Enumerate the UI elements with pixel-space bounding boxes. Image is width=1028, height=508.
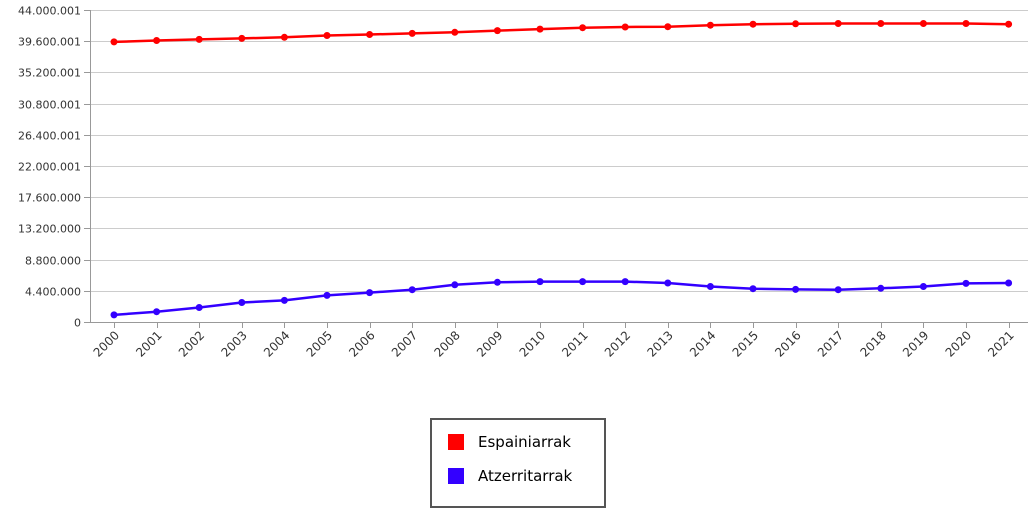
data-point (323, 291, 331, 299)
data-point (110, 311, 118, 319)
data-point (877, 20, 885, 27)
x-tick-label: 2001 (133, 328, 164, 359)
data-point (451, 281, 459, 289)
x-tick-label: 2010 (517, 328, 548, 359)
data-point (408, 286, 416, 294)
y-tick-labels: 0 4.400.000 8.800.000 13.200.000 17.600.000 2… (18, 5, 81, 330)
data-point (579, 278, 587, 286)
data-point (238, 299, 246, 306)
x-tick-label: 2003 (218, 328, 249, 359)
data-point (962, 20, 970, 27)
x-tick-label: 2002 (176, 328, 207, 359)
data-point (919, 20, 927, 27)
series-line (112, 280, 1010, 317)
x-tick-label: 2013 (644, 328, 675, 359)
y-tick-label: 26.400.001 (18, 130, 81, 143)
x-tick-label: 2007 (389, 328, 420, 359)
y-tick-label: 44.000.001 (18, 5, 81, 18)
y-tick-label: 35.200.001 (18, 67, 81, 80)
data-point (536, 278, 544, 286)
data-point (792, 285, 800, 293)
y-tick-label: 17.600.000 (18, 192, 81, 205)
y-tick-label: 4.400.000 (25, 286, 81, 299)
data-point (536, 25, 544, 33)
data-point (749, 285, 757, 293)
x-tick-labels: 2000 2001 2002 2003 2004 2005 2006 2007 2008 2009… (91, 328, 1017, 359)
data-point (579, 24, 587, 32)
data-point (493, 278, 501, 286)
x-tick-label: 2015 (730, 328, 761, 359)
series-line (112, 22, 1010, 44)
legend-swatch-red (448, 434, 464, 450)
legend-item-espainiarrak: Espainiarrak (448, 432, 571, 452)
x-tick-label: 2005 (304, 328, 335, 359)
data-point (834, 286, 842, 294)
data-point (792, 20, 800, 28)
y-tick-label: 13.200.000 (18, 223, 81, 236)
y-tick-label: 39.600.001 (18, 36, 81, 49)
y-tick-label: 30.800.001 (18, 99, 81, 112)
x-tick-label: 2011 (559, 328, 590, 359)
x-tick-label: 2006 (346, 328, 377, 359)
data-point (366, 289, 374, 297)
x-tick-label: 2000 (91, 328, 122, 359)
x-tick-label: 2017 (815, 328, 846, 359)
x-tick-label: 2004 (261, 328, 292, 359)
legend-label: Espainiarrak (478, 433, 571, 451)
data-point (323, 32, 331, 39)
data-point (1005, 20, 1013, 28)
legend-label: Atzerritarrak (478, 467, 573, 485)
data-point (749, 20, 757, 28)
x-tick-label: 2008 (431, 328, 462, 359)
x-tick-label: 2014 (687, 328, 718, 359)
legend: Espainiarrak Atzerritarrak (430, 418, 606, 508)
data-point (919, 283, 927, 290)
legend-swatch-blue (448, 468, 464, 484)
data-point (153, 308, 161, 316)
x-tick-label: 2018 (857, 328, 888, 359)
data-point (366, 31, 374, 38)
data-point (706, 283, 714, 290)
x-tick-label: 2009 (474, 328, 505, 359)
data-point (621, 23, 629, 31)
line-chart: 0 4.400.000 8.800.000 13.200.000 17.600.000 2… (18, 5, 1028, 360)
series-atzerritarrak (110, 278, 1013, 319)
data-point (493, 27, 501, 35)
x-tick-label: 2016 (772, 328, 803, 359)
data-point (238, 34, 246, 42)
data-point (621, 278, 629, 286)
x-tick-label: 2019 (900, 328, 931, 359)
data-point (664, 279, 672, 287)
data-point (280, 33, 288, 41)
y-tick-label: 22.000.001 (18, 161, 81, 174)
data-point (195, 35, 203, 43)
data-point (834, 20, 842, 27)
data-point (280, 296, 288, 304)
y-tick-label: 8.800.000 (25, 255, 81, 268)
data-point (110, 38, 118, 46)
data-point (1005, 279, 1013, 287)
x-tick-label: 2021 (985, 328, 1016, 359)
data-point (451, 28, 459, 36)
series-lines (110, 20, 1013, 319)
data-point (195, 304, 203, 311)
legend-item-atzerritarrak: Atzerritarrak (448, 466, 572, 486)
series-espainiarrak (110, 20, 1013, 46)
data-point (877, 284, 885, 292)
data-point (408, 29, 416, 37)
data-point (153, 37, 161, 44)
axes (84, 10, 1028, 328)
grid-lines (90, 10, 1028, 323)
x-tick-label: 2012 (602, 328, 633, 359)
data-point (706, 21, 714, 29)
x-tick-label: 2020 (943, 328, 974, 359)
y-tick-label: 0 (74, 317, 81, 330)
data-point (664, 23, 672, 31)
data-point (962, 279, 970, 287)
